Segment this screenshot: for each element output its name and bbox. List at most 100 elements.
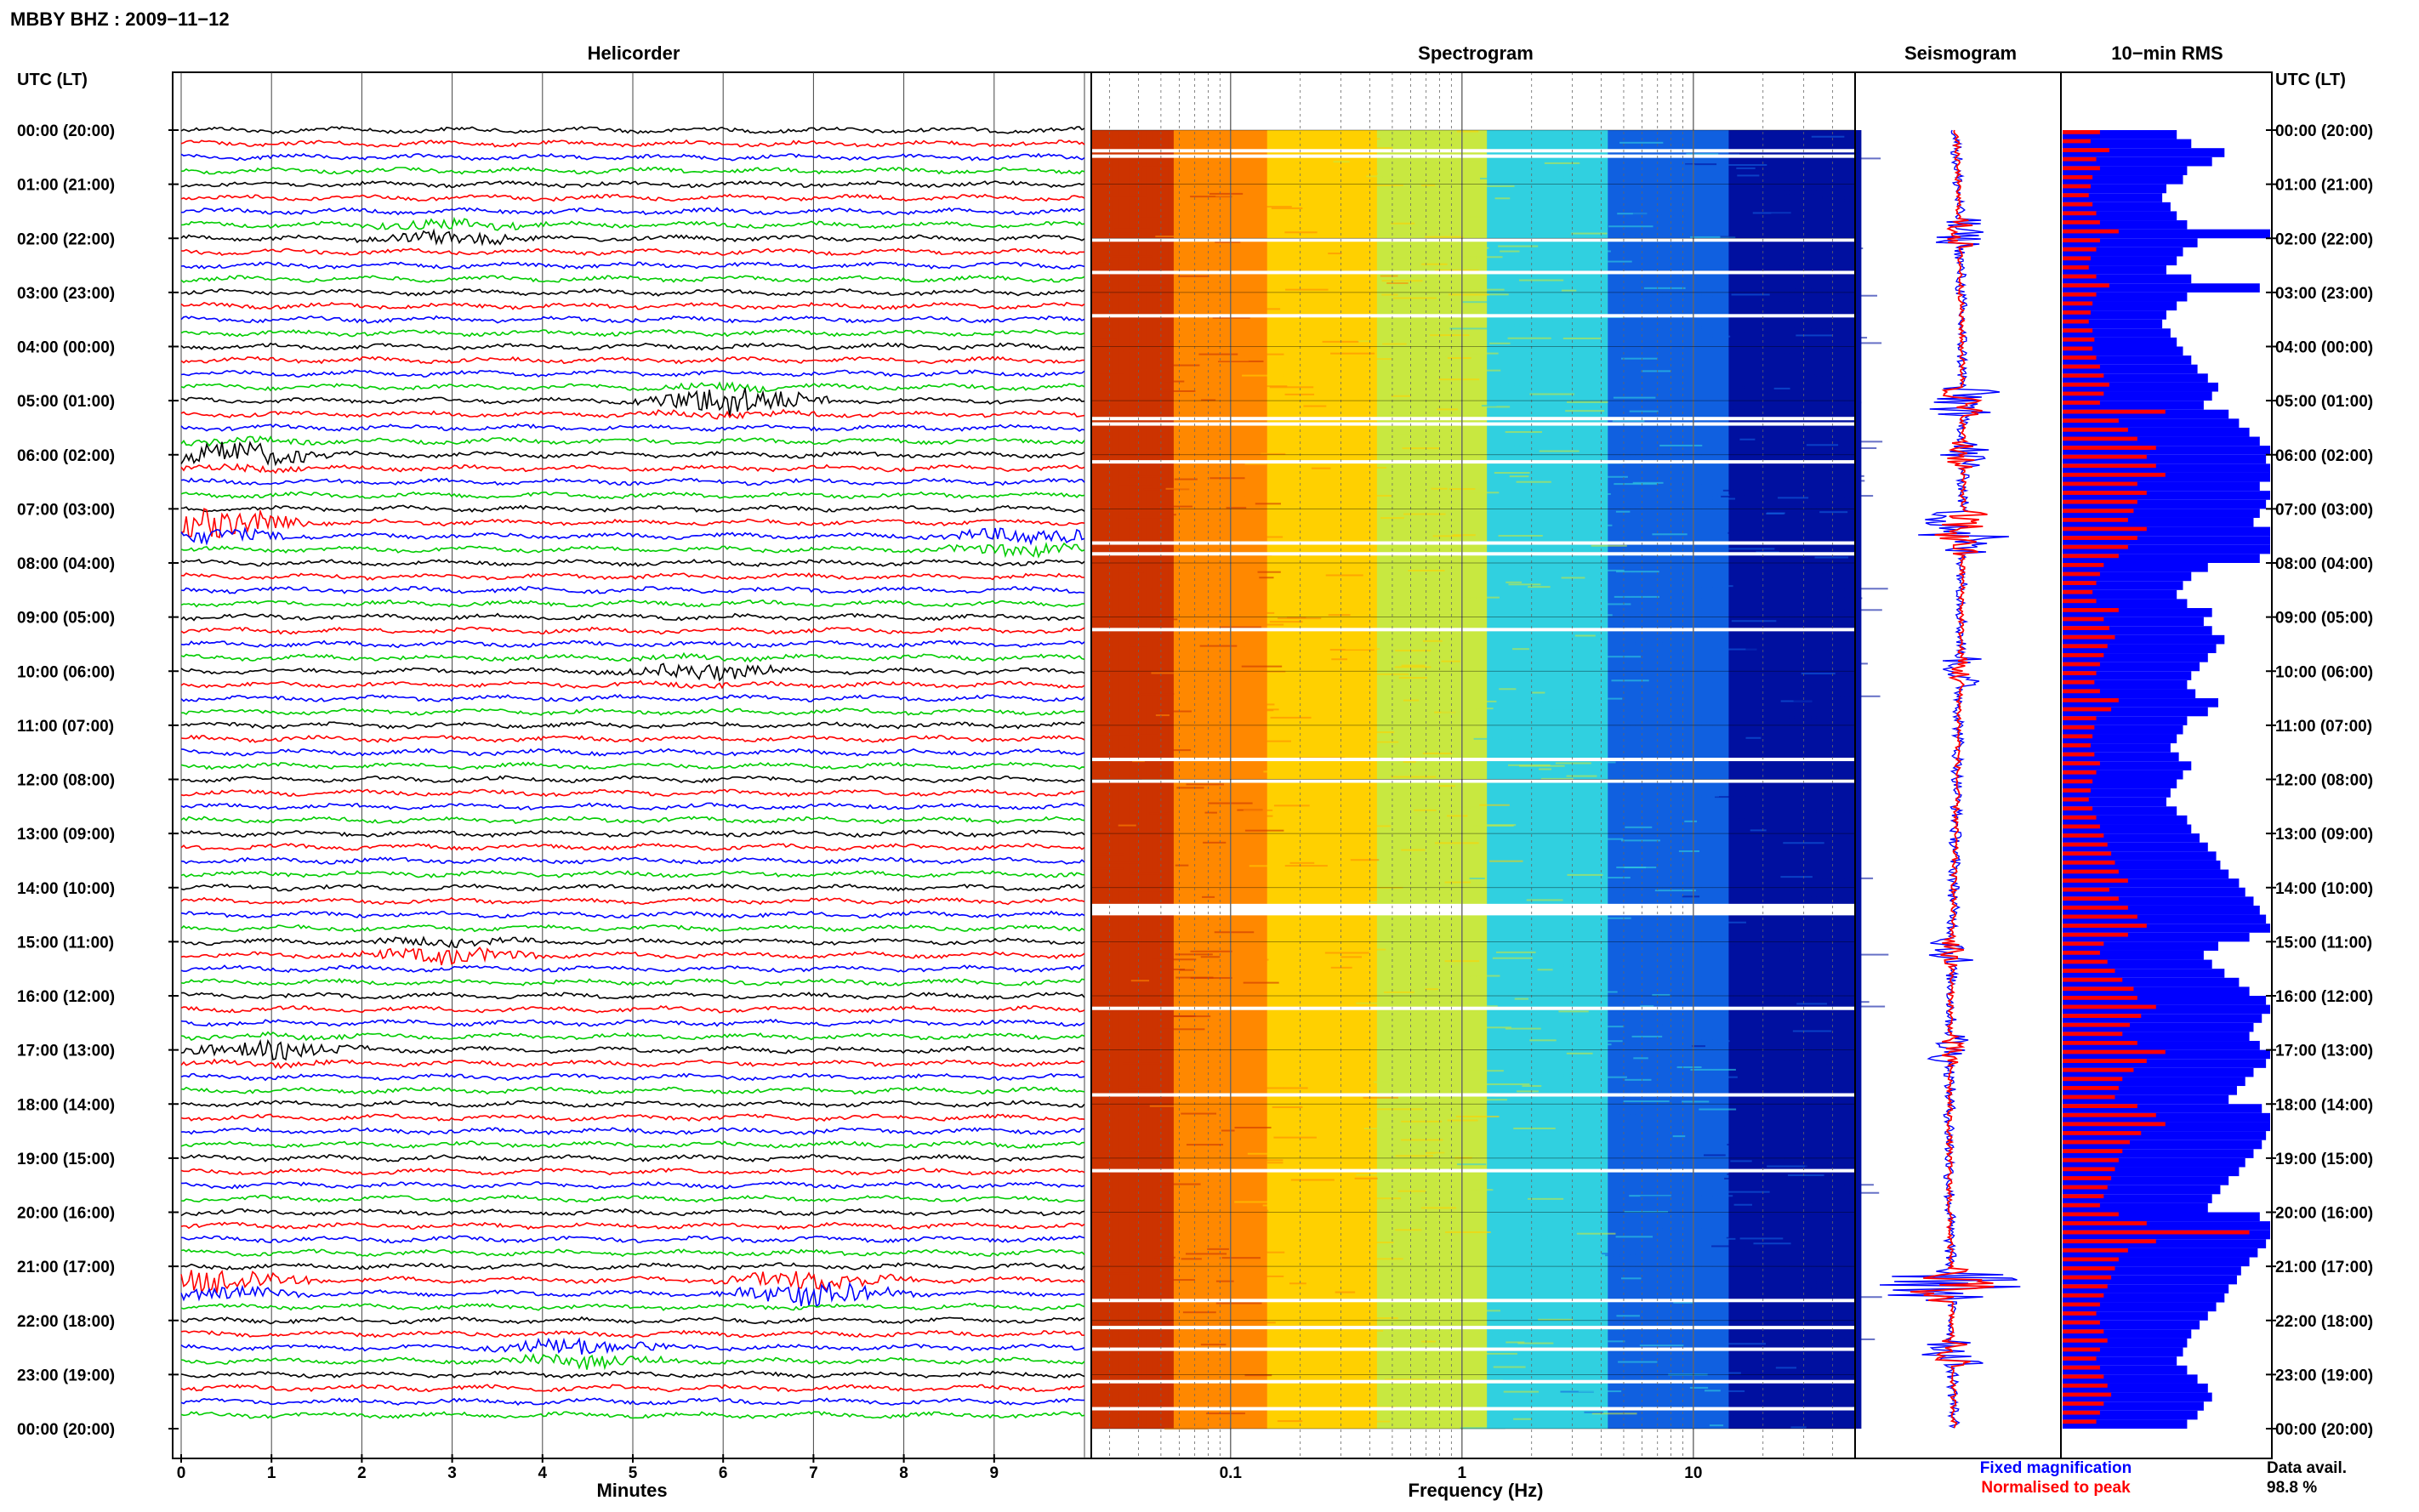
spectrogram-speckle bbox=[1176, 787, 1204, 789]
hour-label-left: 18:00 (14:00) bbox=[17, 1096, 115, 1114]
spectrogram-speckle bbox=[1781, 353, 1810, 355]
spectrogram-speckle bbox=[1657, 819, 1688, 821]
spectrogram-speckle bbox=[1772, 299, 1808, 302]
rms-bar-fixed bbox=[2063, 1329, 2192, 1339]
helicorder-trace bbox=[180, 1167, 1085, 1176]
spectrogram-gap bbox=[1091, 149, 1855, 153]
spectrogram-speckle bbox=[1781, 566, 1813, 568]
spectrogram-speckle bbox=[1186, 783, 1225, 786]
spectrogram-speckle bbox=[1489, 342, 1511, 344]
spectrogram-speckle bbox=[1377, 1108, 1423, 1111]
spectrogram-speckle bbox=[1516, 480, 1551, 483]
spectrogram-speckle bbox=[1784, 1104, 1826, 1106]
minutes-tick-label: 7 bbox=[809, 1464, 818, 1482]
spectrogram-speckle bbox=[1686, 153, 1719, 156]
spectrogram-speckle bbox=[1335, 1291, 1356, 1293]
spectrogram-speckle bbox=[1174, 441, 1205, 443]
spectrogram-speckle bbox=[1638, 302, 1665, 304]
rms-bar-fixed bbox=[2063, 1356, 2177, 1366]
spectrogram-speckle bbox=[1616, 1114, 1646, 1117]
rms-bar-fixed bbox=[2063, 1104, 2262, 1113]
spectrogram-speckle bbox=[1775, 1367, 1797, 1369]
spectrogram-speckle bbox=[1128, 645, 1148, 647]
spectrogram-speckle bbox=[1422, 168, 1463, 170]
rms-bar-normalised bbox=[2063, 734, 2093, 739]
spectrogram-speckle bbox=[1806, 896, 1839, 899]
spectrogram-speckle bbox=[1151, 505, 1192, 508]
spectrogram-speckle bbox=[1301, 193, 1344, 196]
spectrogram-speckle bbox=[1114, 1117, 1141, 1119]
spectrogram-speckle bbox=[1528, 1197, 1564, 1200]
spectrogram-speckle bbox=[1796, 334, 1833, 337]
rms-bar-fixed bbox=[2063, 860, 2221, 870]
rms-bar-normalised bbox=[2063, 634, 2115, 639]
spectrogram-speckle bbox=[1394, 666, 1431, 668]
spectrogram-title: Spectrogram bbox=[1418, 43, 1534, 64]
spectrogram-speckle bbox=[1684, 820, 1698, 822]
helicorder-panel bbox=[172, 71, 1092, 1459]
rms-bar-fixed bbox=[2063, 589, 2177, 600]
helicorder-trace bbox=[180, 1352, 1085, 1371]
rms-bar-normalised bbox=[2063, 941, 2104, 946]
spectrogram-speckle bbox=[1529, 1039, 1557, 1042]
frequency-tick-label: 0.1 bbox=[1220, 1464, 1243, 1482]
rms-bar-normalised bbox=[2063, 662, 2100, 667]
spectrogram-speckle bbox=[1731, 293, 1770, 296]
rms-bar-normalised bbox=[2063, 544, 2128, 549]
rms-bar-normalised bbox=[2063, 986, 2134, 992]
spectrogram-speckle bbox=[1783, 1242, 1829, 1245]
spectrogram-speckle bbox=[1214, 931, 1255, 934]
rms-bar-fixed bbox=[2063, 653, 2208, 662]
spectrogram-speckle bbox=[1739, 1237, 1784, 1240]
spectrogram-speckle bbox=[1140, 217, 1167, 219]
helicorder-trace bbox=[180, 662, 1085, 682]
spectrogram-speckle bbox=[1494, 883, 1528, 885]
spectrogram-speckle bbox=[1703, 1154, 1726, 1157]
data-avail-label: Data avail. bbox=[2267, 1459, 2347, 1477]
rms-bar-normalised bbox=[2063, 1202, 2100, 1208]
spectrogram-speckle bbox=[1247, 1152, 1273, 1155]
spectrogram-speckle bbox=[1292, 1331, 1335, 1333]
rms-bar-fixed bbox=[2063, 1257, 2250, 1267]
spectrogram-speckle bbox=[1682, 535, 1699, 537]
rms-bar-fixed bbox=[2063, 743, 2171, 753]
spectrogram-speckle bbox=[1177, 275, 1210, 277]
rms-bar-fixed bbox=[2063, 644, 2217, 654]
helicorder-trace bbox=[180, 910, 1085, 919]
rms-bar-normalised bbox=[2063, 1401, 2104, 1406]
spectrogram-speckle bbox=[1684, 295, 1705, 298]
spectrogram-speckle bbox=[1631, 1035, 1663, 1037]
spectrogram-speckle bbox=[1827, 597, 1863, 600]
spectrogram-speckle bbox=[1390, 776, 1437, 778]
minutes-axis-label: Minutes bbox=[596, 1480, 667, 1501]
spectrogram-speckle bbox=[1492, 957, 1533, 959]
spectrogram-speckle bbox=[1574, 524, 1613, 526]
rms-bar-fixed bbox=[2063, 716, 2188, 725]
rms-bar-fixed bbox=[2063, 364, 2198, 374]
rms-bar-normalised bbox=[2063, 860, 2115, 865]
rms-bar-fixed bbox=[2063, 1275, 2237, 1285]
spectrogram-speckle bbox=[1513, 1127, 1556, 1129]
hour-label-left: 01:00 (21:00) bbox=[17, 177, 115, 195]
rms-bar-normalised bbox=[2063, 156, 2097, 162]
spectrogram-speckle bbox=[1434, 842, 1479, 844]
rms-bar-normalised bbox=[2063, 563, 2104, 567]
rms-bar-fixed bbox=[2063, 1401, 2204, 1411]
spectrogram-speckle bbox=[1387, 257, 1413, 259]
spectrogram-speckle bbox=[1819, 588, 1845, 591]
hour-label-left: 23:00 (19:00) bbox=[17, 1367, 115, 1384]
hour-label-right: 14:00 (10:00) bbox=[2275, 880, 2373, 898]
rms-bar-normalised bbox=[2063, 1149, 2123, 1154]
spectrogram-speckle bbox=[1739, 438, 1756, 441]
spectrogram-speckle bbox=[1608, 406, 1623, 408]
helicorder-trace bbox=[180, 526, 1085, 546]
spectrogram-speckle bbox=[1606, 260, 1632, 263]
spectrogram-speckle bbox=[1547, 167, 1593, 169]
spectrogram-speckle bbox=[1104, 1390, 1124, 1392]
spectrogram-speckle bbox=[1352, 358, 1392, 361]
hour-label-left: 12:00 (08:00) bbox=[17, 772, 115, 790]
rms-bar-normalised bbox=[2063, 878, 2128, 883]
spectrogram-speckle bbox=[1449, 327, 1490, 330]
rms-bar-fixed bbox=[2063, 1212, 2260, 1222]
helicorder-trace bbox=[180, 896, 1085, 906]
